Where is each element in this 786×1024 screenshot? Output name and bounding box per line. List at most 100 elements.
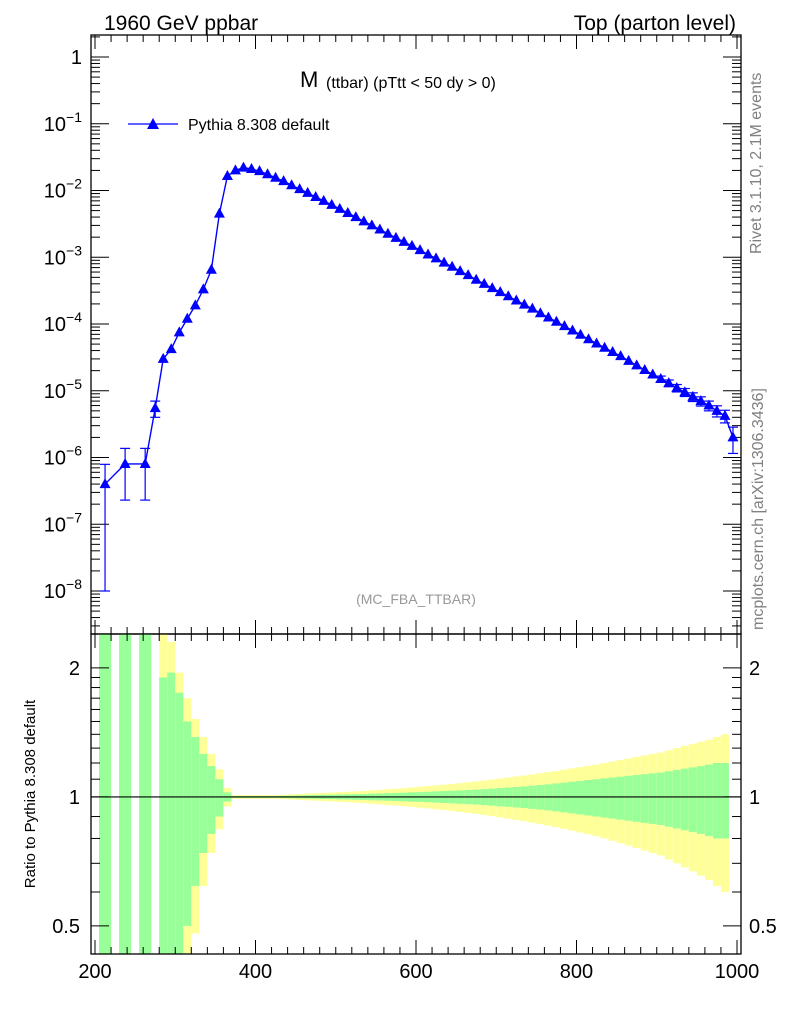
ratio-band-inner (183, 721, 192, 926)
data-point-marker (454, 265, 466, 276)
data-point-marker (711, 404, 723, 415)
data-point-marker (583, 333, 595, 344)
ratio-tick-label-right: 1 (749, 787, 760, 809)
ratio-band-inner (664, 771, 673, 827)
data-point-marker (139, 457, 151, 468)
data-point-marker (510, 294, 522, 305)
data-point-marker (414, 244, 426, 255)
data-point-marker (262, 168, 274, 179)
data-point-marker (350, 211, 362, 222)
x-tick-label: 1000 (715, 961, 760, 983)
data-point-marker (703, 399, 715, 410)
ratio-band-inner (632, 775, 641, 822)
ratio-tick-label-right: 2 (749, 658, 760, 680)
data-point-marker (119, 457, 131, 468)
data-point-marker (687, 390, 699, 401)
data-point-marker (502, 290, 514, 301)
data-point-marker (526, 302, 538, 313)
x-tick-label: 200 (78, 961, 111, 983)
data-point-marker (566, 324, 578, 335)
data-point-marker (326, 198, 338, 209)
data-point-marker (486, 282, 498, 293)
ratio-band-inner (119, 634, 132, 954)
data-point-marker (302, 186, 314, 197)
ratio-band-inner (592, 779, 601, 817)
y-tick-label: 10−6 (44, 443, 82, 470)
data-point-marker (294, 183, 306, 194)
data-point-marker (647, 368, 659, 379)
x-axis-tick-labels: 200 400 600 800 1000 (78, 961, 759, 983)
data-point-marker (278, 175, 290, 186)
data-point-marker (406, 239, 418, 250)
ratio-band-inner (608, 777, 617, 819)
data-point-marker (679, 386, 691, 397)
data-point-marker (205, 263, 217, 274)
plot-title-observable: M (300, 67, 318, 92)
data-point-marker (197, 283, 209, 294)
rivet-version-label: Rivet 3.1.10, 2.1M events (748, 73, 765, 254)
series-line (104, 166, 734, 485)
data-point-marker (254, 165, 266, 176)
data-point-marker (334, 202, 346, 213)
x-tick-label: 600 (399, 961, 432, 983)
data-point-marker (310, 190, 322, 201)
y-tick-label: 1 (71, 47, 82, 69)
data-point-marker (149, 402, 161, 413)
x-tick-label: 800 (560, 961, 593, 983)
ratio-band-inner (616, 776, 625, 820)
ratio-band-inner (712, 762, 721, 839)
data-point-marker (270, 171, 282, 182)
ratio-band-inner (672, 769, 681, 829)
data-point-marker (318, 194, 330, 205)
ratio-y-axis-label: Ratio to Pythia 8.308 default (22, 699, 39, 888)
ratio-band-inner (167, 672, 176, 954)
ratio-band-inner (624, 775, 633, 821)
ratio-tick-label-right: 0.5 (749, 916, 777, 938)
data-point-marker (534, 307, 546, 318)
data-point-marker (607, 346, 619, 357)
data-point-marker (342, 207, 354, 218)
data-point-marker (591, 337, 603, 348)
ratio-band-inner (680, 768, 689, 831)
main-axis-ticks (91, 35, 741, 634)
legend-label: Pythia 8.308 default (188, 117, 330, 134)
data-point-marker (430, 252, 442, 263)
legend-marker (147, 118, 159, 129)
data-point-marker (631, 359, 643, 370)
ratio-band-inner (704, 764, 713, 837)
data-point-marker (663, 377, 675, 388)
data-point-marker (639, 363, 651, 374)
data-point-marker (382, 227, 394, 238)
data-point-marker (671, 381, 683, 392)
ratio-band-inner (199, 753, 208, 853)
ratio-band-inner (99, 634, 112, 954)
data-point-marker (229, 164, 241, 175)
ratio-tick-label-left: 0.5 (52, 916, 80, 938)
ratio-axis-ticks (91, 634, 741, 954)
data-point-marker (99, 478, 111, 489)
data-point-marker (655, 372, 667, 383)
data-point-marker (623, 354, 635, 365)
data-point-marker (695, 395, 707, 406)
data-point-marker (213, 207, 225, 218)
data-point-marker (446, 260, 458, 271)
data-point-marker (575, 328, 587, 339)
data-point-marker (494, 286, 506, 297)
main-axis-tick-labels: 1 10−1 10−2 10−3 10−4 10−5 10−6 10−7 10−8 (44, 47, 82, 603)
data-point-marker (727, 431, 739, 442)
ratio-band-inner (207, 766, 216, 834)
data-point-marker (542, 311, 554, 322)
y-tick-label: 10−3 (44, 242, 82, 269)
y-tick-label: 10−2 (44, 176, 82, 203)
mcplots-label: mcplots.cern.ch [arXiv:1306.3436] (750, 388, 767, 630)
ratio-band-inner (139, 634, 152, 954)
ratio-band-inner (696, 766, 705, 834)
ratio-band-inner (159, 677, 168, 954)
data-point-marker (558, 320, 570, 331)
data-point-marker (245, 162, 257, 173)
header-energy-label: 1960 GeV ppbar (104, 12, 258, 35)
data-point-marker (422, 248, 434, 259)
y-tick-label: 10−7 (44, 509, 82, 536)
data-point-marker (478, 277, 490, 288)
